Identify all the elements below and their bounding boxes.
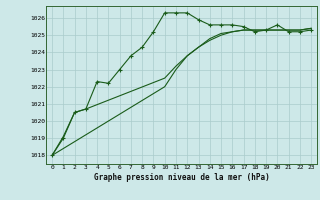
X-axis label: Graphe pression niveau de la mer (hPa): Graphe pression niveau de la mer (hPa) bbox=[94, 173, 269, 182]
